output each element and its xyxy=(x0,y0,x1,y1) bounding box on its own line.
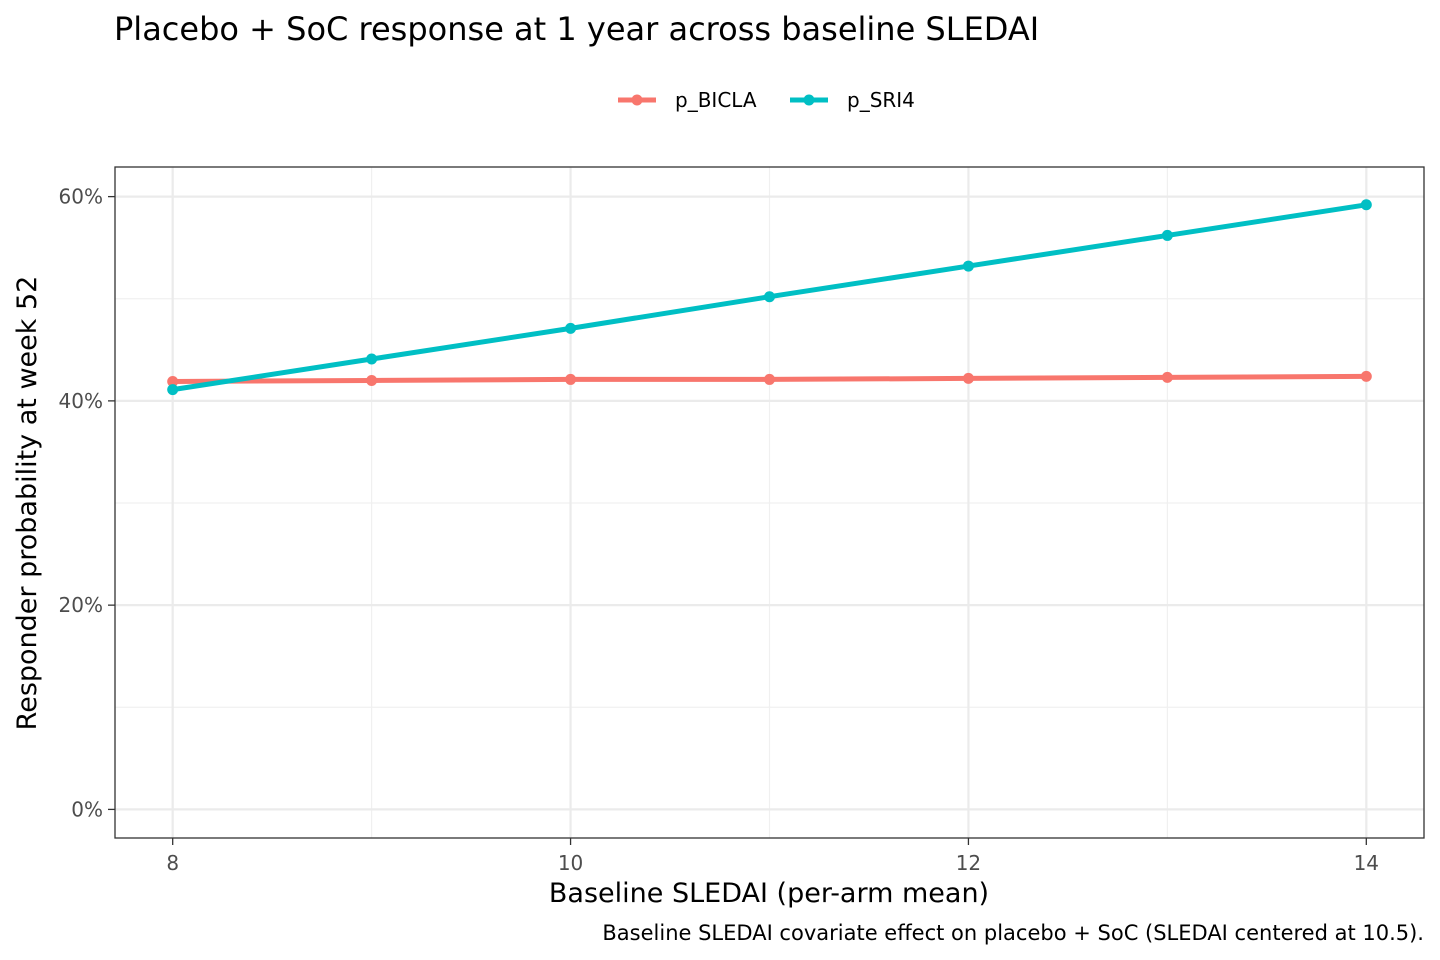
legend-label: p_SRI4 xyxy=(847,88,915,112)
data-point-p_SRI4 xyxy=(764,291,775,303)
data-point-p_SRI4 xyxy=(167,384,179,396)
x-axis: 8 10 12 14 xyxy=(166,838,1379,875)
y-tick-label: 0% xyxy=(71,797,103,821)
x-tick-label: 14 xyxy=(1354,851,1379,875)
legend-key-point xyxy=(803,94,815,106)
caption: Baseline SLEDAI covariate effect on plac… xyxy=(602,921,1424,945)
chart-title: Placebo + SoC response at 1 year across … xyxy=(114,10,1039,48)
y-axis: 0% 20% 40% 60% xyxy=(59,185,115,821)
data-point-p_BICLA xyxy=(962,372,974,384)
legend-key-point xyxy=(631,94,643,106)
data-point-p_SRI4 xyxy=(962,260,974,272)
data-point-p_SRI4 xyxy=(565,322,577,334)
data-point-p_SRI4 xyxy=(366,353,378,365)
grid-minor xyxy=(115,167,1424,838)
y-tick-label: 40% xyxy=(59,389,103,413)
y-axis-label: Responder probability at week 52 xyxy=(12,276,43,731)
legend: p_BICLA p_SRI4 xyxy=(618,88,915,112)
data-point-p_SRI4 xyxy=(1360,199,1372,211)
y-tick-label: 60% xyxy=(59,185,103,209)
data-point-p_SRI4 xyxy=(1161,229,1173,241)
data-point-p_BICLA xyxy=(565,373,577,385)
x-tick-label: 8 xyxy=(166,851,179,875)
x-tick-label: 12 xyxy=(956,851,981,875)
x-axis-label: Baseline SLEDAI (per-arm mean) xyxy=(549,878,989,909)
legend-label: p_BICLA xyxy=(675,88,757,112)
data-point-p_BICLA xyxy=(1161,371,1173,383)
x-tick-label: 10 xyxy=(558,851,583,875)
data-point-p_BICLA xyxy=(764,373,775,385)
grid-major xyxy=(115,167,1424,838)
plot-border xyxy=(114,166,1425,839)
series-layer xyxy=(167,199,1372,396)
data-point-p_BICLA xyxy=(366,374,378,386)
data-point-p_BICLA xyxy=(1360,370,1372,382)
y-tick-label: 20% xyxy=(59,593,103,617)
data-point-p_BICLA xyxy=(167,375,179,387)
